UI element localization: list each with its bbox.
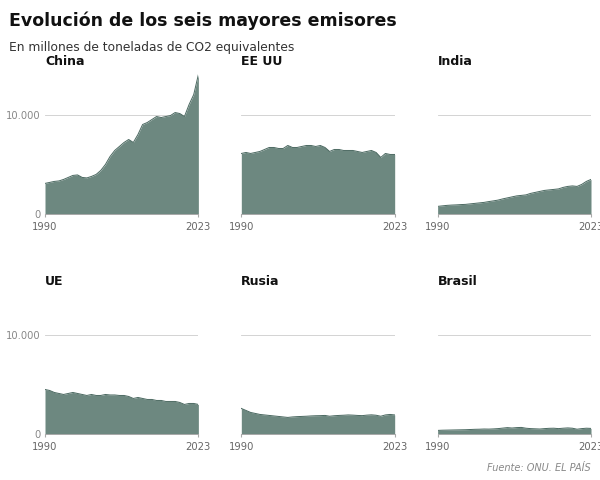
Text: Fuente: ONU. EL PAÍS: Fuente: ONU. EL PAÍS: [487, 463, 591, 473]
Text: Rusia: Rusia: [241, 276, 280, 288]
Text: EE UU: EE UU: [241, 55, 283, 69]
Text: UE: UE: [45, 276, 64, 288]
Text: China: China: [45, 55, 85, 69]
Text: India: India: [437, 55, 473, 69]
Text: En millones de toneladas de CO2 equivalentes: En millones de toneladas de CO2 equivale…: [9, 41, 295, 54]
Text: Evolución de los seis mayores emisores: Evolución de los seis mayores emisores: [9, 12, 397, 31]
Text: Brasil: Brasil: [437, 276, 478, 288]
